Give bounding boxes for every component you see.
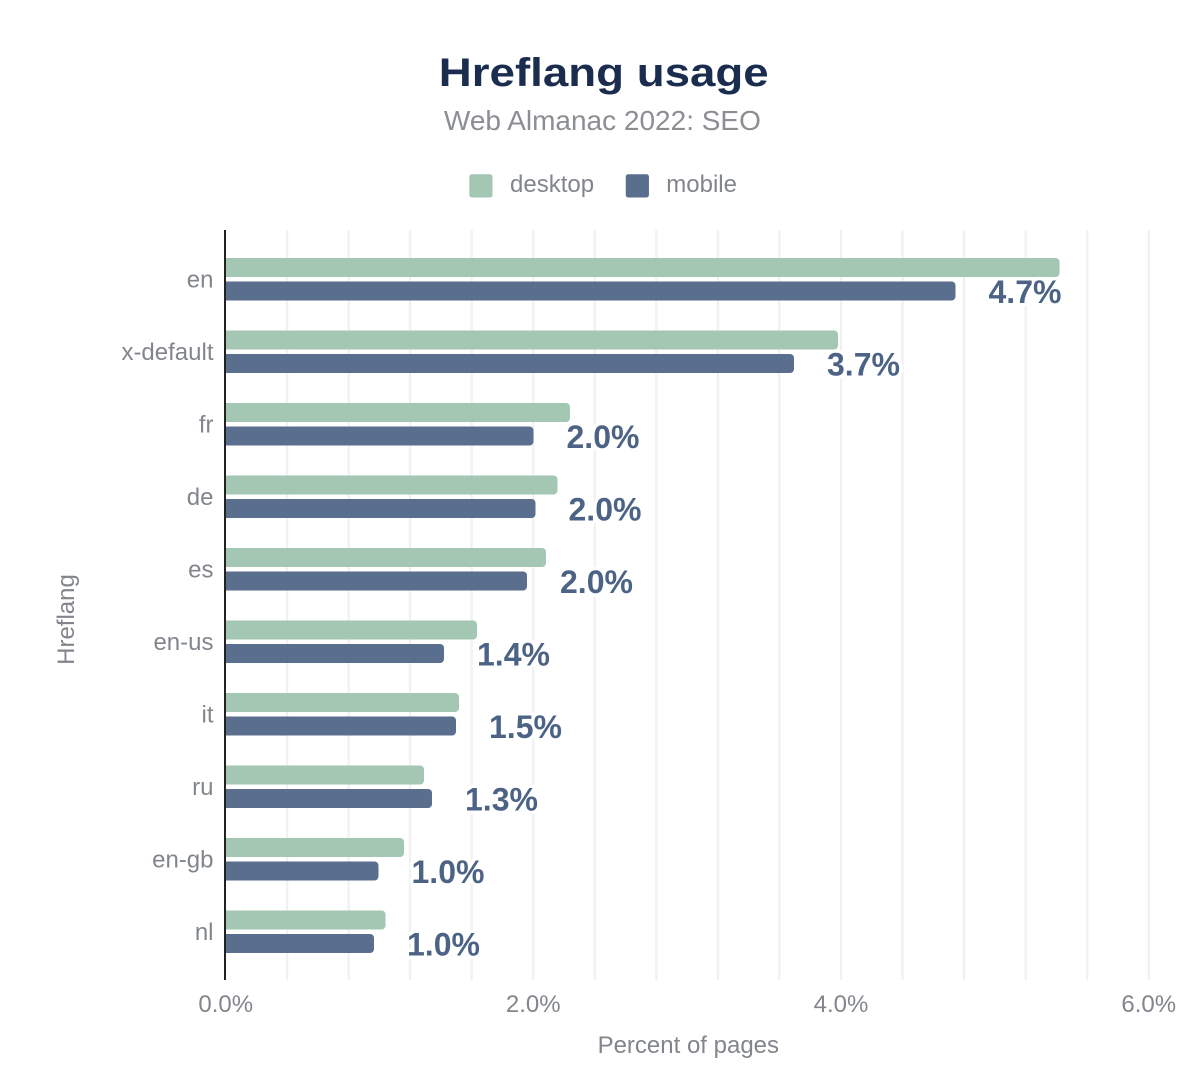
svg-text:it: it: [202, 702, 214, 729]
svg-text:2.0%: 2.0%: [560, 564, 633, 600]
svg-text:Hreflang: Hreflang: [53, 574, 80, 665]
svg-text:2.0%: 2.0%: [567, 419, 640, 455]
svg-text:x-default: x-default: [121, 339, 213, 366]
svg-text:desktop: desktop: [510, 171, 594, 198]
svg-text:1.0%: 1.0%: [412, 854, 485, 890]
svg-text:6.0%: 6.0%: [1121, 991, 1176, 1018]
svg-text:Percent of pages: Percent of pages: [598, 1032, 779, 1059]
svg-text:es: es: [188, 557, 213, 584]
svg-text:1.0%: 1.0%: [407, 926, 480, 962]
svg-text:fr: fr: [199, 412, 214, 439]
svg-text:Hreflang usage: Hreflang usage: [439, 50, 769, 95]
svg-text:Web Almanac 2022: SEO: Web Almanac 2022: SEO: [444, 105, 761, 136]
svg-text:en-gb: en-gb: [152, 847, 213, 874]
svg-text:en: en: [187, 267, 214, 294]
svg-text:0.0%: 0.0%: [198, 991, 253, 1018]
svg-text:3.7%: 3.7%: [827, 346, 900, 382]
svg-text:de: de: [187, 484, 214, 511]
svg-text:1.4%: 1.4%: [477, 636, 550, 672]
svg-text:en-us: en-us: [153, 629, 213, 656]
svg-text:4.7%: 4.7%: [989, 274, 1062, 310]
svg-text:2.0%: 2.0%: [506, 991, 561, 1018]
svg-text:1.3%: 1.3%: [465, 781, 538, 817]
svg-text:1.5%: 1.5%: [489, 709, 562, 745]
svg-text:2.0%: 2.0%: [569, 491, 642, 527]
svg-text:nl: nl: [195, 919, 214, 946]
svg-text:mobile: mobile: [666, 171, 737, 198]
svg-text:ru: ru: [192, 774, 213, 801]
svg-text:4.0%: 4.0%: [814, 991, 869, 1018]
